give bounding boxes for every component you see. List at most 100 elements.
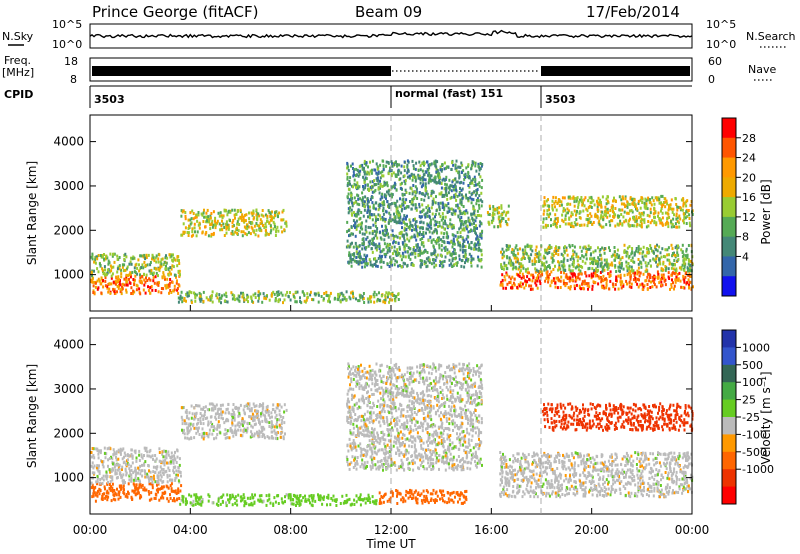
range-cell <box>556 217 559 221</box>
range-cell <box>180 484 183 488</box>
range-cell <box>550 245 553 249</box>
range-cell <box>392 218 395 222</box>
range-cell <box>215 292 218 296</box>
range-cell <box>191 227 194 231</box>
range-cell <box>437 174 440 178</box>
range-cell <box>297 497 300 500</box>
range-cell <box>317 293 320 297</box>
range-cell <box>537 269 540 273</box>
range-cell <box>173 454 176 458</box>
range-cell <box>367 199 369 202</box>
range-cell <box>272 216 275 220</box>
range-cell <box>135 459 138 463</box>
range-cell <box>501 273 504 277</box>
range-cell <box>426 490 429 494</box>
range-cell <box>477 164 480 168</box>
range-cell <box>651 285 654 289</box>
range-cell <box>419 168 422 172</box>
range-cell <box>553 201 556 205</box>
range-cell <box>350 184 353 188</box>
range-cell <box>542 212 545 216</box>
range-cell <box>586 283 589 287</box>
range-cell <box>526 243 529 247</box>
range-cell <box>542 225 545 229</box>
range-cell <box>101 492 104 496</box>
range-cell <box>348 179 351 183</box>
range-cell <box>186 291 189 295</box>
range-cell <box>162 263 165 267</box>
range-cell <box>365 260 368 264</box>
range-cell <box>619 219 622 223</box>
range-cell <box>635 215 638 219</box>
range-cell <box>540 261 543 265</box>
range-cell <box>683 201 686 205</box>
range-cell <box>415 227 418 231</box>
range-cell <box>467 240 469 244</box>
range-cell <box>505 264 508 267</box>
range-cell <box>382 159 385 163</box>
range-cell <box>560 252 563 256</box>
range-cell <box>222 493 225 497</box>
range-cell <box>581 265 584 269</box>
range-cell <box>281 230 284 234</box>
range-cell <box>227 210 230 214</box>
range-cell <box>154 289 157 292</box>
range-cell <box>162 271 165 275</box>
range-cell <box>617 269 620 273</box>
range-cell <box>328 294 331 298</box>
range-cell <box>370 171 373 175</box>
date-title: 17/Feb/2014 <box>586 3 680 21</box>
range-cell <box>287 493 290 497</box>
range-cell <box>561 213 564 217</box>
range-cell <box>576 196 579 200</box>
range-cell <box>151 483 154 487</box>
range-cell <box>195 293 198 297</box>
range-cell <box>101 268 104 272</box>
range-cell <box>439 201 442 205</box>
range-cell <box>232 232 235 236</box>
range-cell <box>548 208 550 212</box>
range-cell <box>177 300 180 304</box>
range-cell <box>195 215 198 219</box>
range-cell <box>251 227 254 231</box>
range-cell <box>359 260 361 264</box>
range-cell <box>148 492 151 496</box>
range-cell <box>465 227 468 231</box>
range-cell <box>638 251 641 255</box>
range-cell <box>369 260 372 264</box>
range-cell <box>201 230 204 234</box>
range-cell <box>468 185 471 189</box>
range-cell <box>172 265 175 269</box>
range-cell <box>382 207 385 210</box>
range-cell <box>682 197 685 201</box>
range-cell <box>568 217 571 221</box>
range-cell <box>351 162 354 166</box>
range-cell <box>275 290 278 294</box>
range-cell <box>241 295 244 299</box>
range-cell <box>512 281 515 285</box>
range-cell <box>508 244 511 248</box>
range-cell <box>140 279 143 283</box>
range-cell <box>440 182 443 185</box>
range-cell <box>458 241 461 245</box>
range-cell <box>111 462 114 466</box>
range-cell <box>374 207 377 211</box>
range-cell <box>157 283 160 287</box>
range-cell <box>499 223 502 226</box>
range-cell <box>468 243 471 247</box>
range-cell <box>361 295 364 299</box>
range-cell <box>566 207 569 211</box>
range-cell <box>432 178 435 182</box>
range-cell <box>492 218 495 222</box>
range-cell <box>653 206 656 210</box>
range-cell <box>414 177 417 181</box>
range-cell <box>394 259 397 263</box>
range-cell <box>312 496 315 500</box>
range-cell <box>92 289 95 293</box>
range-cell <box>416 243 419 247</box>
range-cell <box>617 274 620 278</box>
range-cell <box>684 212 687 216</box>
range-cell <box>649 264 652 268</box>
range-cell <box>643 218 646 222</box>
range-cell <box>168 291 170 295</box>
